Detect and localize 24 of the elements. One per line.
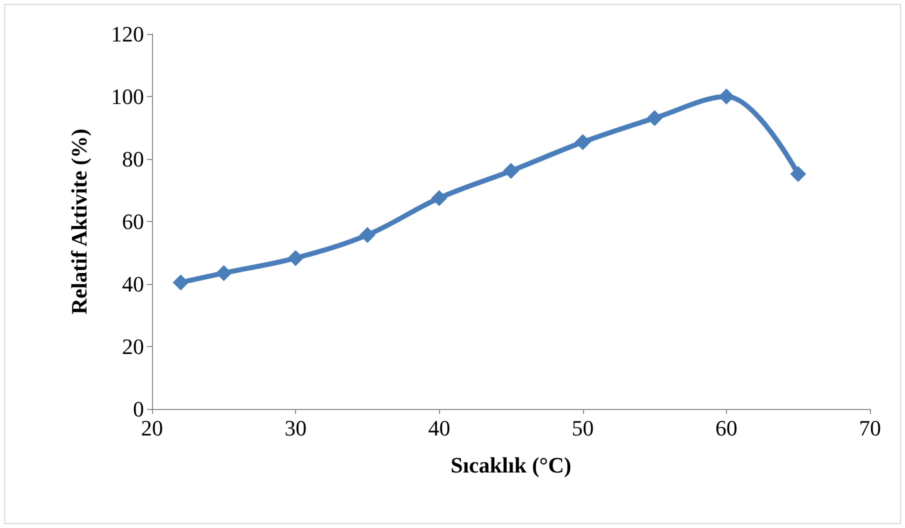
point bbox=[172, 274, 189, 290]
y-tick-label: 20 bbox=[122, 334, 144, 359]
y-axis-title: Relatif Aktivite (%) bbox=[66, 128, 92, 314]
x-tick-label: 70 bbox=[859, 416, 881, 440]
x-axis-title: Sıcaklık (°C) bbox=[450, 452, 572, 478]
x-tick-label: 40 bbox=[428, 416, 450, 440]
point bbox=[431, 190, 448, 206]
y-tick-label: 100 bbox=[111, 84, 144, 109]
y-tick-label: 0 bbox=[133, 396, 144, 422]
y-tick-label: 120 bbox=[111, 22, 144, 46]
point bbox=[288, 250, 304, 266]
point bbox=[216, 265, 232, 282]
y-tick-label: 80 bbox=[122, 146, 144, 172]
point bbox=[503, 162, 519, 179]
y-tick-label: 40 bbox=[122, 272, 144, 296]
point bbox=[646, 110, 663, 126]
point bbox=[359, 226, 376, 243]
x-tick-label: 30 bbox=[284, 416, 307, 440]
point bbox=[790, 166, 806, 182]
x-tick-label: 50 bbox=[572, 416, 594, 440]
point bbox=[574, 134, 591, 150]
y-tick-label: 60 bbox=[122, 209, 144, 234]
x-tick-label: 60 bbox=[715, 416, 738, 440]
x-tick-label: 20 bbox=[141, 416, 163, 440]
